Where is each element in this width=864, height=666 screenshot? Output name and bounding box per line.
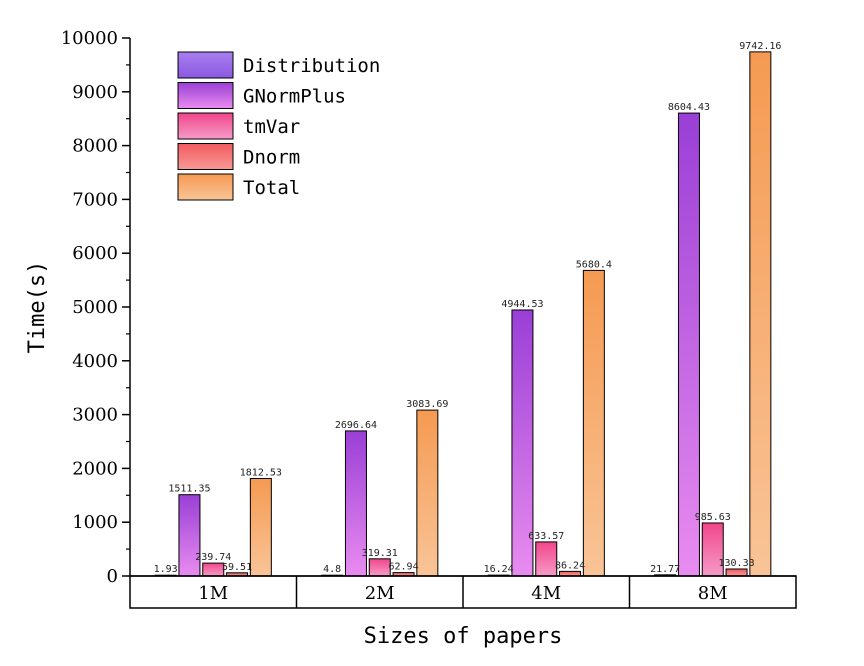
legend-label-gnormplus: GNormPlus: [243, 86, 346, 108]
legend-swatch-tmvar: [177, 112, 234, 140]
bar-tmvar-4m: [535, 541, 558, 577]
bars-layer: [154, 51, 772, 577]
data-label: 9742.16: [739, 41, 781, 52]
y-axis-title: Time(s): [25, 261, 50, 354]
data-label: 86.24: [555, 560, 585, 571]
bar-tmvar-1m: [202, 562, 225, 577]
data-label: 633.57: [528, 531, 564, 542]
bar-total-4m: [582, 269, 605, 577]
bar-tmvar-2m: [368, 558, 391, 577]
y-tick-label: 1000: [72, 512, 118, 533]
legend-label-total: Total: [243, 177, 300, 199]
x-axis-title: Sizes of papers: [364, 624, 563, 649]
bar-gnormplus-8m: [677, 112, 700, 577]
data-label: 239.74: [195, 552, 231, 563]
data-label: 1812.53: [240, 467, 282, 478]
legend-swatch-distribution: [177, 51, 234, 79]
y-tick-label: 9000: [72, 82, 118, 103]
category-labels: 1M 2M 4M 8M: [198, 576, 728, 608]
data-label: 130.33: [718, 558, 754, 569]
data-label: 319.31: [362, 548, 398, 559]
legend-swatch-total: [177, 173, 234, 201]
data-label: 59.51: [222, 562, 252, 573]
data-label: 16.24: [484, 564, 514, 575]
bar-total-1m: [249, 477, 272, 577]
y-tick-label: 2000: [72, 458, 118, 479]
legend: Distribution GNormPlus tmVar Dnorm Total: [177, 51, 380, 201]
y-tick-label: 0: [107, 566, 118, 587]
y-tick-label: 10000: [61, 28, 118, 49]
category-label: 8M: [698, 583, 728, 604]
y-tick-label: 6000: [72, 243, 118, 264]
category-label: 2M: [365, 583, 395, 604]
data-label: 985.63: [695, 512, 731, 523]
data-label: 8604.43: [668, 102, 710, 113]
category-label: 4M: [531, 583, 561, 604]
bar-dnorm-8m: [725, 568, 748, 577]
data-label: 4944.53: [501, 299, 543, 310]
data-label: 21.77: [650, 564, 680, 575]
bar-total-2m: [416, 409, 439, 577]
bar-gnormplus-1m: [178, 494, 201, 577]
data-label: 2696.64: [335, 420, 377, 431]
data-label: 62.94: [388, 562, 418, 573]
y-tick-label: 7000: [72, 189, 118, 210]
data-label: 4.8: [323, 564, 341, 575]
data-label: 1511.35: [168, 484, 210, 495]
data-label: 1.93: [154, 564, 178, 575]
category-label: 1M: [198, 583, 228, 604]
y-ticks: 0 1000 2000 3000 4000 5000 6000 7000 8000 9000 100…: [61, 28, 130, 587]
y-tick-label: 4000: [72, 351, 118, 372]
data-label: 3083.69: [406, 399, 448, 410]
legend-swatch-dnorm: [177, 143, 234, 170]
data-label: 5680.4: [576, 259, 612, 270]
y-tick-label: 3000: [72, 405, 118, 426]
y-tick-label: 5000: [72, 297, 118, 318]
y-tick-label: 8000: [72, 136, 118, 157]
bar-total-8m: [749, 51, 772, 577]
legend-label-tmvar: tmVar: [243, 116, 300, 138]
legend-swatch-gnormplus: [177, 82, 234, 109]
legend-label-dnorm: Dnorm: [243, 147, 300, 169]
legend-label-distribution: Distribution: [243, 55, 380, 77]
